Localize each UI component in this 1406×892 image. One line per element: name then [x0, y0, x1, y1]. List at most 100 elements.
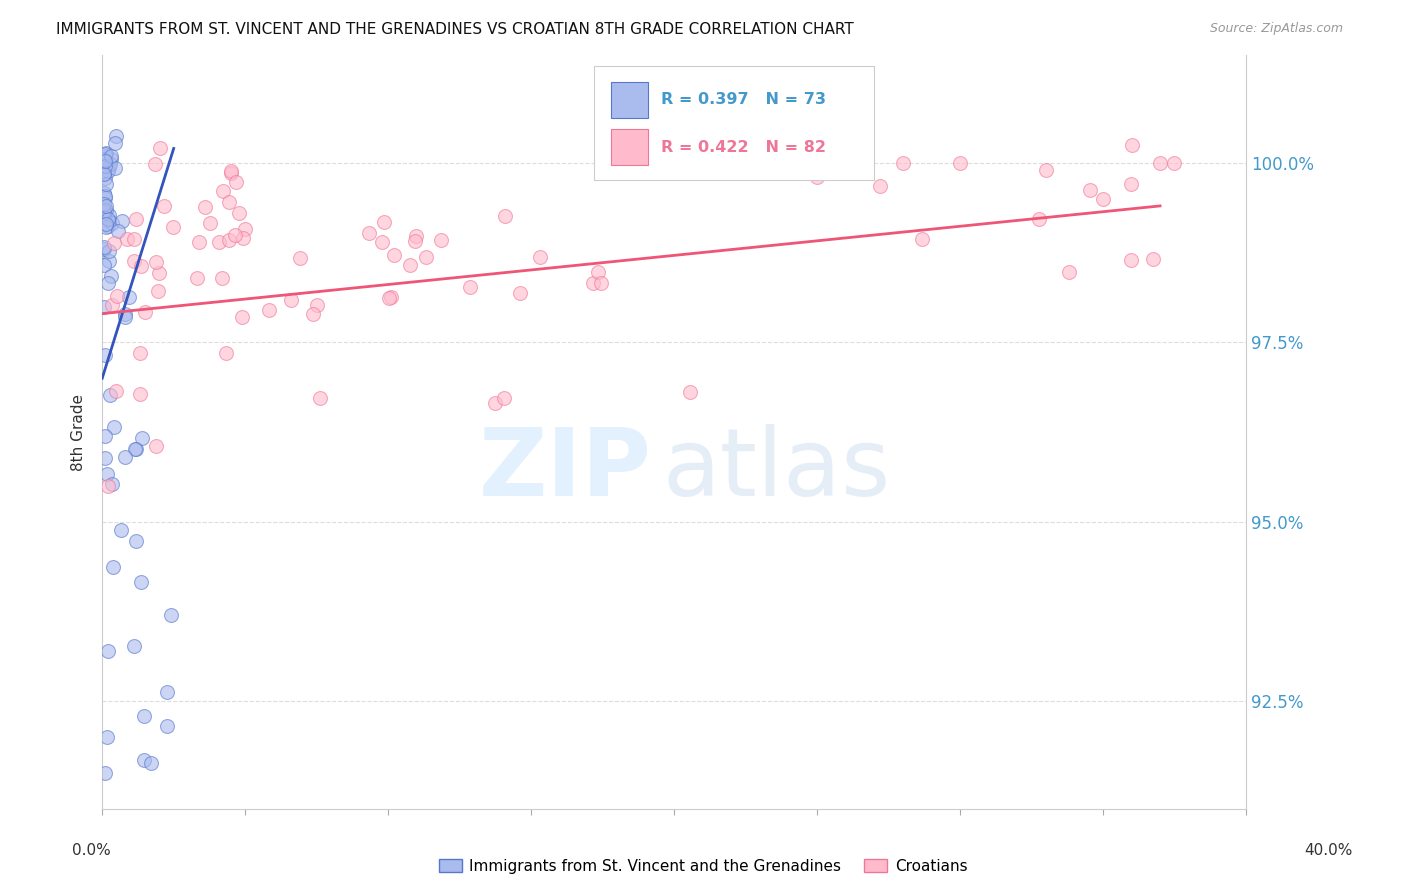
Point — [125, 442, 148, 457]
Point — [484, 395, 506, 409]
Point — [148, 141, 170, 155]
Point — [869, 179, 891, 194]
Point — [122, 640, 145, 654]
Point — [94, 429, 117, 443]
Point — [94, 199, 117, 213]
Point — [911, 232, 934, 246]
Point — [679, 384, 702, 399]
Point — [225, 175, 247, 189]
Point — [94, 146, 117, 161]
Point — [162, 219, 184, 234]
Point — [93, 202, 115, 217]
Point — [233, 221, 256, 235]
Point — [146, 285, 169, 299]
Point — [100, 477, 122, 491]
Point — [93, 186, 115, 200]
Point — [1028, 211, 1050, 226]
Point — [107, 224, 129, 238]
Point — [122, 254, 145, 268]
Point — [103, 136, 125, 150]
Point — [118, 290, 141, 304]
Point — [97, 244, 120, 258]
Point — [218, 194, 240, 209]
Point — [93, 211, 115, 225]
Point — [224, 227, 246, 242]
Point — [96, 164, 118, 178]
Legend: Immigrants from St. Vincent and the Grenadines, Croatians: Immigrants from St. Vincent and the Gren… — [433, 853, 973, 880]
Point — [114, 450, 136, 465]
Text: IMMIGRANTS FROM ST. VINCENT AND THE GRENADINES VS CROATIAN 8TH GRADE CORRELATION: IMMIGRANTS FROM ST. VINCENT AND THE GREN… — [56, 22, 853, 37]
Point — [94, 170, 117, 185]
Point — [588, 264, 610, 278]
Point — [145, 438, 167, 452]
Point — [134, 305, 156, 319]
Point — [398, 258, 420, 272]
Point — [153, 199, 176, 213]
Point — [98, 388, 121, 402]
Point — [208, 235, 231, 249]
Point — [186, 271, 208, 285]
Point — [302, 307, 325, 321]
Point — [156, 719, 179, 733]
Point — [97, 161, 120, 175]
Point — [215, 346, 238, 360]
Point — [509, 286, 531, 301]
Point — [93, 154, 115, 169]
Point — [114, 310, 136, 325]
Point — [194, 201, 217, 215]
Point — [591, 276, 613, 290]
Point — [415, 250, 437, 264]
Point — [405, 228, 427, 243]
Point — [156, 685, 179, 699]
Point — [125, 212, 148, 227]
Point — [97, 212, 120, 227]
Point — [221, 163, 243, 178]
Point — [105, 288, 128, 302]
Point — [1142, 252, 1164, 266]
Point — [93, 167, 115, 181]
Point — [529, 250, 551, 264]
Point — [949, 156, 972, 170]
Point — [145, 156, 167, 170]
Bar — [612, 129, 648, 165]
Point — [132, 753, 155, 767]
Point — [257, 302, 280, 317]
Point — [198, 216, 221, 230]
Point — [148, 267, 170, 281]
Point — [494, 391, 516, 405]
Point — [94, 348, 117, 362]
Point — [93, 451, 115, 466]
Point — [96, 467, 118, 481]
Point — [128, 346, 150, 360]
Text: ZIP: ZIP — [478, 424, 651, 516]
Point — [94, 145, 117, 160]
Point — [93, 203, 115, 218]
FancyBboxPatch shape — [593, 66, 875, 179]
Point — [219, 166, 242, 180]
Point — [100, 149, 122, 163]
Point — [404, 234, 426, 248]
Point — [96, 217, 118, 231]
Point — [188, 235, 211, 249]
Point — [94, 178, 117, 192]
Point — [377, 291, 399, 305]
Point — [384, 248, 406, 262]
Point — [110, 524, 132, 538]
Point — [495, 210, 517, 224]
Point — [1091, 192, 1114, 206]
Point — [93, 188, 115, 202]
Point — [103, 236, 125, 251]
Point — [101, 559, 124, 574]
Point — [373, 215, 395, 229]
Point — [806, 170, 828, 185]
Point — [129, 387, 152, 401]
Point — [98, 157, 121, 171]
Point — [380, 290, 402, 304]
Point — [98, 208, 121, 222]
Point — [103, 420, 125, 434]
Point — [93, 152, 115, 166]
Point — [309, 392, 332, 406]
Point — [93, 203, 115, 218]
Point — [98, 253, 121, 268]
Point — [114, 307, 136, 321]
